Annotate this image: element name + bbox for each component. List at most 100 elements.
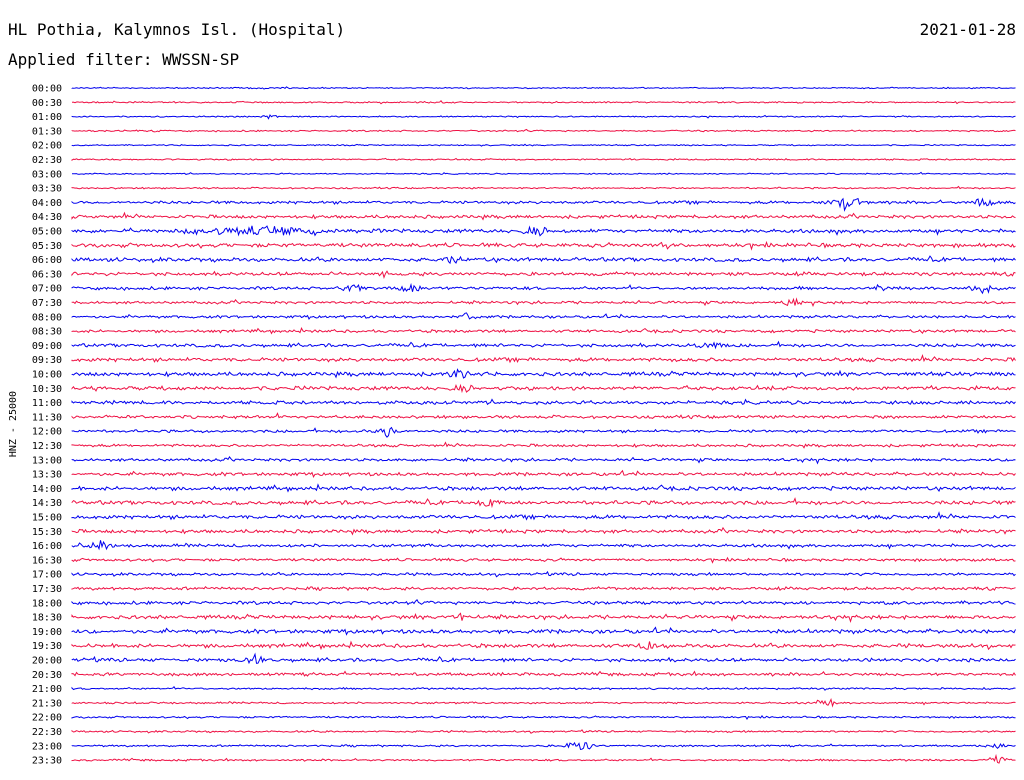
trace-time-label: 21:00 [32, 684, 62, 695]
trace-time-label: 02:30 [32, 155, 62, 166]
trace-time-label: 09:00 [32, 341, 62, 352]
trace-line [71, 686, 1016, 691]
trace-line [71, 270, 1016, 279]
trace-line [71, 368, 1016, 379]
trace-line [71, 570, 1016, 578]
trace-time-label: 01:30 [32, 126, 62, 137]
trace-time-label: 23:00 [32, 741, 62, 752]
trace-time-label: 06:30 [32, 269, 62, 280]
trace-time-label: 10:30 [32, 384, 62, 395]
trace-time-label: 12:00 [32, 427, 62, 438]
trace-line [71, 128, 1016, 133]
trace-time-label: 17:00 [32, 570, 62, 581]
trace-line [71, 456, 1016, 465]
trace-line [71, 640, 1016, 651]
trace-line [71, 412, 1016, 420]
trace-time-label: 18:00 [32, 598, 62, 609]
trace-time-label: 02:00 [32, 141, 62, 152]
trace-time-label: 15:30 [32, 527, 62, 538]
trace-time-label: 07:30 [32, 298, 62, 309]
trace-line [71, 511, 1016, 521]
trace-time-label: 12:30 [32, 441, 62, 452]
date-label: 2021-01-28 [919, 20, 1016, 39]
trace-line [71, 426, 1016, 438]
trace-line [71, 441, 1016, 449]
trace-line [71, 598, 1016, 606]
trace-time-label: 01:00 [32, 112, 62, 123]
trace-line [71, 626, 1016, 636]
y-axis-label: HNZ - 25000 [8, 391, 19, 457]
trace-time-label: 07:00 [32, 284, 62, 295]
trace-line [71, 652, 1016, 665]
trace-time-label: 16:00 [32, 541, 62, 552]
y-axis-label-group: HNZ - 25000 [8, 391, 19, 457]
trace-time-label: 17:30 [32, 584, 62, 595]
trace-line [71, 556, 1016, 564]
trace-line [71, 469, 1016, 478]
trace-line [71, 670, 1016, 677]
trace-time-label: 08:30 [32, 327, 62, 338]
trace-line [71, 211, 1016, 221]
trace-line [71, 143, 1016, 147]
tick-labels: 00:00 00:30 01:00 01:30 02:00 02:30 03:00 03:30… [32, 84, 62, 767]
trace-line [71, 483, 1016, 493]
trace-time-label: 22:30 [32, 727, 62, 738]
trace-line [71, 100, 1016, 105]
trace-time-label: 03:30 [32, 184, 62, 195]
trace-time-label: 22:00 [32, 713, 62, 724]
trace-line [71, 729, 1016, 734]
trace-line [71, 185, 1016, 190]
trace-time-label: 14:00 [32, 484, 62, 495]
trace-line [71, 312, 1016, 320]
trace-line [71, 157, 1016, 161]
trace-line [72, 171, 1016, 175]
trace-line [71, 225, 1016, 237]
trace-time-label: 09:30 [32, 355, 62, 366]
trace-line [71, 240, 1016, 251]
trace-time-label: 19:30 [32, 641, 62, 652]
trace-time-label: 11:30 [32, 412, 62, 423]
trace-line [71, 612, 1016, 624]
trace-time-label: 13:30 [32, 470, 62, 481]
trace-line [71, 753, 1016, 764]
trace-time-label: 18:30 [32, 613, 62, 624]
trace-line [71, 255, 1016, 265]
trace-line [71, 585, 1016, 592]
trace-time-label: 06:00 [32, 255, 62, 266]
trace-time-label: 03:00 [32, 169, 62, 180]
trace-time-label: 00:30 [32, 98, 62, 109]
trace-line [71, 86, 1016, 90]
trace-line [71, 282, 1016, 295]
trace-time-label: 21:30 [32, 698, 62, 709]
traces [71, 86, 1016, 764]
trace-line [71, 714, 1016, 720]
station-title: HL Pothia, Kalymnos Isl. (Hospital) [8, 20, 346, 39]
trace-line [71, 354, 1016, 364]
trace-time-label: 11:00 [32, 398, 62, 409]
trace-time-label: 00:00 [32, 84, 62, 95]
trace-line [71, 297, 1016, 307]
trace-time-label: 15:00 [32, 513, 62, 524]
trace-line [71, 698, 1016, 708]
trace-time-label: 16:30 [32, 555, 62, 566]
trace-time-label: 20:00 [32, 656, 62, 667]
trace-line [71, 197, 1016, 212]
trace-time-label: 19:00 [32, 627, 62, 638]
trace-time-label: 08:00 [32, 312, 62, 323]
trace-time-label: 05:30 [32, 241, 62, 252]
trace-time-label: 10:00 [32, 370, 62, 381]
trace-line [71, 326, 1016, 335]
trace-line [71, 741, 1016, 750]
trace-time-label: 14:30 [32, 498, 62, 509]
trace-time-label: 13:00 [32, 455, 62, 466]
trace-time-label: 04:00 [32, 198, 62, 209]
trace-line [71, 398, 1016, 406]
trace-line [71, 114, 1016, 120]
filter-label: Applied filter: WWSSN-SP [8, 50, 240, 69]
trace-line [71, 526, 1016, 536]
trace-line [71, 540, 1016, 551]
trace-line [71, 340, 1016, 350]
trace-time-label: 23:30 [32, 756, 62, 767]
trace-line [71, 383, 1016, 394]
